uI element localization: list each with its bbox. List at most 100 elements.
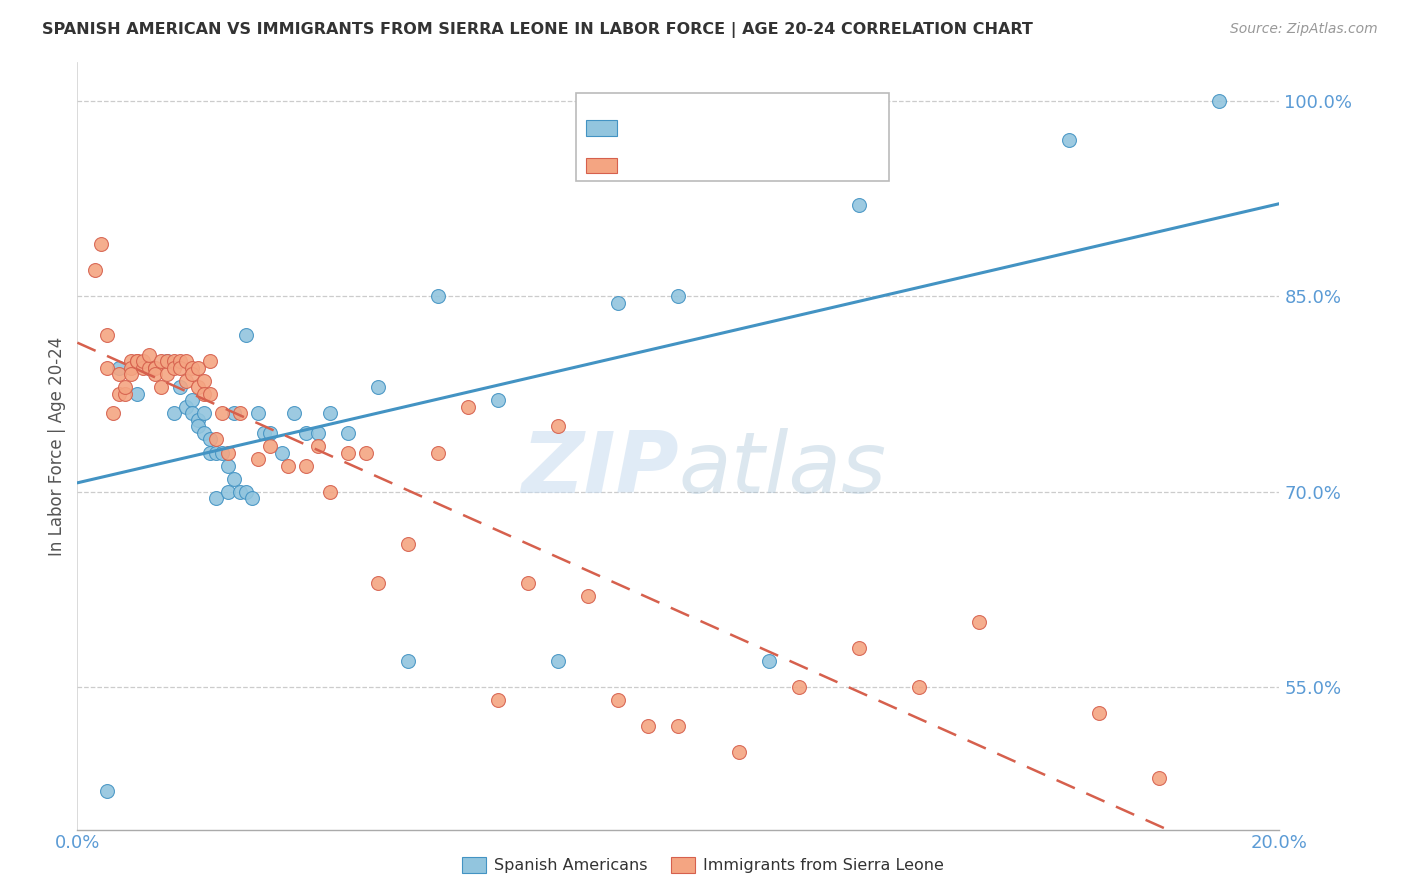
Point [668,289,690,303]
Point [259,425,281,440]
Point [294,425,316,440]
Point [84,263,107,277]
Point [367,575,389,590]
Point [204,491,226,505]
Point [486,393,509,408]
Text: Source: ZipAtlas.com: Source: ZipAtlas.com [1230,22,1378,37]
Point [222,407,245,421]
Point [307,439,329,453]
Point [193,425,215,440]
Point [145,361,167,376]
Y-axis label: In Labor Force | Age 20-24: In Labor Force | Age 20-24 [48,336,66,556]
Point [132,361,155,376]
Point [162,354,184,368]
Point [186,419,209,434]
Point [127,387,149,401]
Point [367,380,389,394]
Point [517,575,540,590]
Point [1208,95,1230,109]
Point [246,407,269,421]
Point [174,400,197,414]
Point [127,354,149,368]
Point [396,536,419,550]
Point [967,615,990,629]
Legend: Spanish Americans, Immigrants from Sierra Leone: Spanish Americans, Immigrants from Sierr… [456,850,950,880]
Point [198,387,221,401]
Point [186,361,209,376]
Point [727,745,749,759]
Point [108,387,131,401]
Point [668,718,690,732]
Point [103,407,125,421]
Point [180,407,202,421]
Point [174,374,197,388]
Point [246,452,269,467]
Point [96,361,118,376]
Point [319,484,342,499]
Point [576,589,599,603]
Point [277,458,299,473]
Point [180,368,202,382]
Text: atlas: atlas [679,427,886,510]
Point [96,783,118,797]
Point [427,289,450,303]
Point [174,354,197,368]
Point [283,407,305,421]
Point [108,368,131,382]
Point [145,361,167,376]
Point [198,445,221,459]
Point [228,407,250,421]
Point [169,354,191,368]
Point [336,425,359,440]
Point [235,484,257,499]
Text: SPANISH AMERICAN VS IMMIGRANTS FROM SIERRA LEONE IN LABOR FORCE | AGE 20-24 CORR: SPANISH AMERICAN VS IMMIGRANTS FROM SIER… [42,22,1033,38]
Point [486,692,509,706]
Text: ZIP: ZIP [520,427,679,510]
Point [637,718,659,732]
Point [1149,771,1171,785]
Point [319,407,342,421]
Point [198,433,221,447]
Point [848,198,870,212]
Point [204,433,226,447]
Point [156,354,179,368]
Point [114,387,136,401]
Point [354,445,377,459]
Point [120,354,142,368]
Point [228,484,250,499]
Point [217,458,239,473]
Point [156,354,179,368]
Point [150,354,173,368]
Point [120,368,142,382]
Point [253,425,276,440]
Point [211,407,233,421]
Point [217,445,239,459]
Point [1057,133,1080,147]
Point [108,361,131,376]
Point [193,374,215,388]
Point [156,368,179,382]
Point [235,328,257,343]
Point [169,380,191,394]
Point [180,393,202,408]
Point [162,407,184,421]
Point [162,361,184,376]
Point [848,640,870,655]
Point [120,361,142,376]
Point [193,387,215,401]
Point [427,445,450,459]
Point [90,237,112,252]
Point [186,413,209,427]
Point [787,680,810,694]
Point [138,361,160,376]
Point [193,407,215,421]
Point [150,380,173,394]
Point [396,654,419,668]
Point [132,354,155,368]
Point [547,419,569,434]
Point [270,445,292,459]
Point [138,361,160,376]
Point [259,439,281,453]
Point [336,445,359,459]
Point [96,328,118,343]
